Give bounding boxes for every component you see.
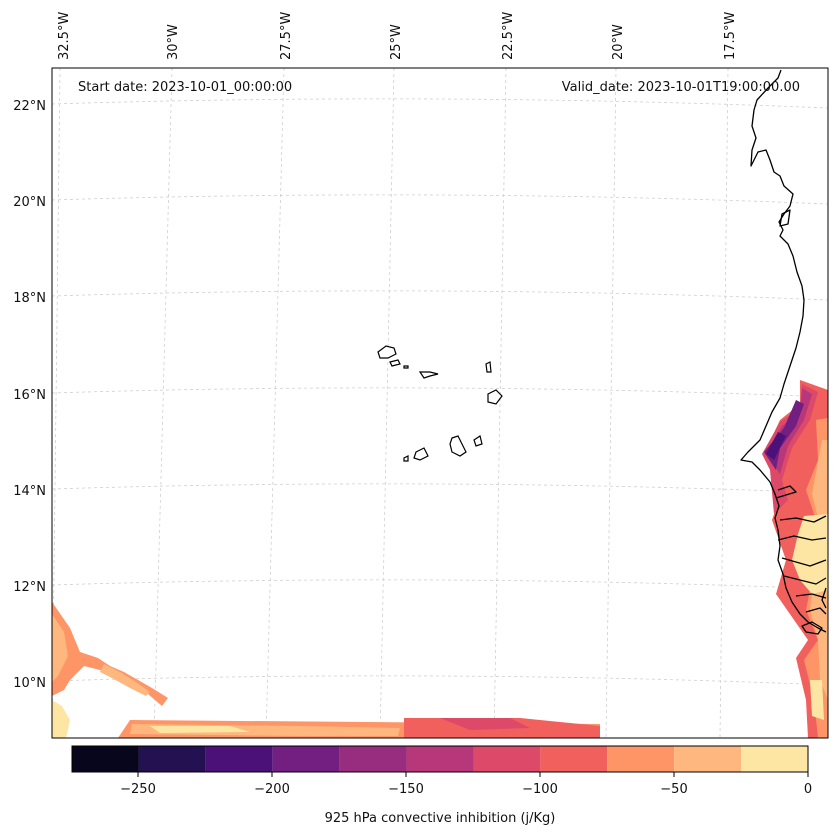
colorbar: −250 −200 −150 −100 −50 0 925 hPa convec… xyxy=(71,745,812,826)
colorbar-tick-label: −200 xyxy=(254,782,290,797)
colorbar-bin xyxy=(138,746,206,772)
colorbar-bin xyxy=(339,746,407,772)
colorbar-bin xyxy=(205,746,273,772)
colorbar-bin xyxy=(473,746,541,772)
lat-label: 12°N xyxy=(13,580,46,595)
lat-label: 14°N xyxy=(13,484,46,499)
colorbar-bin xyxy=(607,746,675,772)
lat-label: 18°N xyxy=(13,291,46,306)
map-panel: Start date: 2023-10-01_00:00:00 Valid_da… xyxy=(51,67,829,739)
colorbar-frame xyxy=(71,745,809,773)
colorbar-bin xyxy=(741,746,808,772)
lon-label: 30°W xyxy=(166,24,181,60)
colorbar-tick-label: −250 xyxy=(120,782,156,797)
lon-label: 27.5°W xyxy=(279,12,294,60)
map-frame xyxy=(51,67,829,739)
start-date-text: Start date: 2023-10-01_00:00:00 xyxy=(78,80,292,95)
cin-contours-east xyxy=(762,380,828,738)
graticule xyxy=(51,67,829,739)
colorbar-bin xyxy=(72,746,139,772)
lat-label: 16°N xyxy=(13,388,46,403)
lon-label: 32.5°W xyxy=(57,12,72,60)
lat-label: 20°N xyxy=(13,195,46,210)
cape-verde-islands xyxy=(377,345,503,462)
longitude-labels: 32.5°W 30°W 27.5°W 25°W 22.5°W 20°W 17.5… xyxy=(57,12,738,60)
lat-label: 22°N xyxy=(13,99,46,114)
lat-label: 10°N xyxy=(13,676,46,691)
latitude-labels: 22°N 20°N 18°N 16°N 14°N 12°N 10°N xyxy=(13,99,46,691)
colorbar-label: 925 hPa convective inhibition (j/Kg) xyxy=(325,811,556,826)
colorbar-bin xyxy=(272,746,340,772)
colorbar-tick-label: −50 xyxy=(660,782,687,797)
valid-date-text: Valid_date: 2023-10-01T19:00:00.00 xyxy=(562,80,800,95)
colorbar-tick-label: 0 xyxy=(804,782,812,797)
colorbar-bin xyxy=(540,746,608,772)
cin-contours-southwest xyxy=(52,602,600,738)
colorbar-bins xyxy=(72,746,808,772)
colorbar-tick-label: −100 xyxy=(522,782,558,797)
lon-label: 20°W xyxy=(611,24,626,60)
coastline-africa xyxy=(740,69,827,635)
lon-label: 25°W xyxy=(389,24,404,60)
colorbar-bin xyxy=(406,746,474,772)
colorbar-tick-label: −150 xyxy=(388,782,424,797)
colorbar-bin xyxy=(674,746,742,772)
lon-label: 17.5°W xyxy=(723,12,738,60)
lon-label: 22.5°W xyxy=(501,12,516,60)
colorbar-ticks xyxy=(137,772,809,777)
